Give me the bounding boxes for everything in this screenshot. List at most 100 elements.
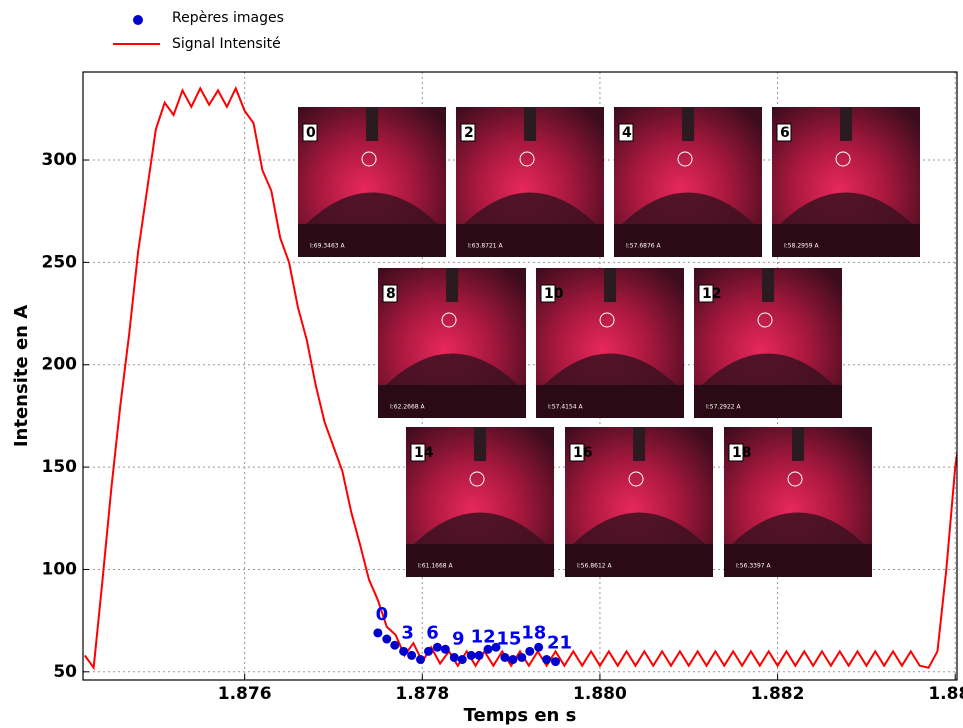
inset-image: 2 I:63.8721 A xyxy=(456,107,604,257)
inset-nozzle xyxy=(792,427,805,461)
legend-label: Repères images xyxy=(172,10,284,26)
inset-drop xyxy=(519,151,535,167)
inset-image: 14 I:61.1668 A xyxy=(406,427,554,577)
inset-nozzle xyxy=(633,427,646,461)
marker-point xyxy=(449,652,459,662)
y-axis-label: Intensite en A xyxy=(11,305,32,447)
inset-number: 2 xyxy=(464,125,474,141)
point-label: 21 xyxy=(547,633,572,654)
inset-dome xyxy=(414,512,546,544)
inset-current: I:58.2959 A xyxy=(784,243,820,250)
inset-num-box xyxy=(728,443,744,462)
inset-base xyxy=(724,544,872,577)
inset-image: 18 I:56.3397 A xyxy=(724,427,872,577)
inset-image: 6 I:58.2959 A xyxy=(772,107,920,257)
inset-nozzle xyxy=(604,268,617,302)
inset-current: I:69.3463 A xyxy=(310,243,346,250)
marker-point xyxy=(399,646,409,656)
inset-number: 0 xyxy=(306,125,316,141)
marker-point xyxy=(382,634,392,644)
point-label: 6 xyxy=(426,622,439,643)
inset-dome xyxy=(464,192,596,224)
marker-point xyxy=(457,655,467,665)
inset-current: I:62.2668 A xyxy=(390,404,426,411)
inset-num-box xyxy=(569,443,585,462)
inset-nozzle xyxy=(682,107,695,141)
inset-base xyxy=(536,385,684,418)
y-tick-label: 200 xyxy=(42,355,78,375)
marker-point xyxy=(390,640,400,650)
marker-point xyxy=(424,646,434,656)
inset-current: I:63.8721 A xyxy=(468,243,504,250)
marker-point xyxy=(466,650,476,660)
inset-drop xyxy=(469,471,485,487)
inset-num-box xyxy=(302,123,318,142)
inset-drop xyxy=(441,312,457,328)
signal-line xyxy=(83,85,957,671)
inset-base xyxy=(772,224,920,257)
inset-current: I:56.3397 A xyxy=(736,563,772,570)
inset-nozzle xyxy=(840,107,853,141)
inset-number: 16 xyxy=(573,445,592,461)
inset-num-box xyxy=(382,284,398,303)
inset-image: 4 I:57.6876 A xyxy=(614,107,762,257)
inset-dome xyxy=(573,512,705,544)
inset-drop xyxy=(787,471,803,487)
point-label: 9 xyxy=(452,628,465,649)
inset-number: 6 xyxy=(780,125,790,141)
inset-dome xyxy=(780,192,912,224)
inset-num-box xyxy=(618,123,634,142)
inset-base xyxy=(406,544,554,577)
inset-image: 0 I:69.3463 A xyxy=(298,107,446,257)
legend-marker xyxy=(133,15,143,25)
inset-drop xyxy=(628,471,644,487)
inset-drop xyxy=(757,312,773,328)
inset-nozzle xyxy=(366,107,379,141)
inset-number: 4 xyxy=(622,125,632,141)
point-label: 0 xyxy=(376,604,389,625)
inset-num-box xyxy=(540,284,556,303)
inset-current: I:56.8612 A xyxy=(577,563,613,570)
inset-base xyxy=(298,224,446,257)
inset-nozzle xyxy=(474,427,487,461)
y-tick-label: 50 xyxy=(53,662,77,682)
y-tick-label: 100 xyxy=(42,559,78,579)
inset-num-box xyxy=(698,284,714,303)
inset-dome xyxy=(702,353,834,385)
y-tick-label: 250 xyxy=(42,252,78,272)
x-tick-label: 1.884 xyxy=(928,684,963,704)
marker-point xyxy=(440,644,450,654)
inset-number: 10 xyxy=(544,286,564,302)
inset-current: I:57.6876 A xyxy=(626,243,662,250)
inset-number: 8 xyxy=(386,286,396,302)
x-tick-label: 1.876 xyxy=(218,684,272,704)
inset-current: I:57.2922 A xyxy=(706,404,742,411)
inset-nozzle xyxy=(762,268,775,302)
x-axis-label: Temps en s xyxy=(464,705,577,726)
inset-image: 12 I:57.2922 A xyxy=(694,268,842,418)
marker-point xyxy=(517,652,527,662)
legend-label: Signal Intensité xyxy=(172,36,281,52)
inset-number: 18 xyxy=(732,445,751,461)
x-tick-label: 1.880 xyxy=(573,684,627,704)
marker-point xyxy=(525,646,535,656)
plot-frame xyxy=(82,71,958,681)
inset-base xyxy=(614,224,762,257)
point-label: 15 xyxy=(496,628,521,649)
inset-num-box xyxy=(460,123,476,142)
inset-nozzle xyxy=(446,268,459,302)
inset-dome xyxy=(544,353,676,385)
inset-dome xyxy=(732,512,864,544)
inset-num-box xyxy=(776,123,792,142)
inset-dome xyxy=(622,192,754,224)
inset-base xyxy=(694,385,842,418)
inset-current: I:61.1668 A xyxy=(418,563,454,570)
inset-number: 14 xyxy=(414,445,434,461)
marker-point xyxy=(534,642,544,652)
inset-drop xyxy=(361,151,377,167)
point-label: 12 xyxy=(471,626,496,647)
inset-image: 8 I:62.2668 A xyxy=(378,268,526,418)
y-tick-label: 150 xyxy=(42,457,78,477)
y-tick-label: 300 xyxy=(42,150,78,170)
